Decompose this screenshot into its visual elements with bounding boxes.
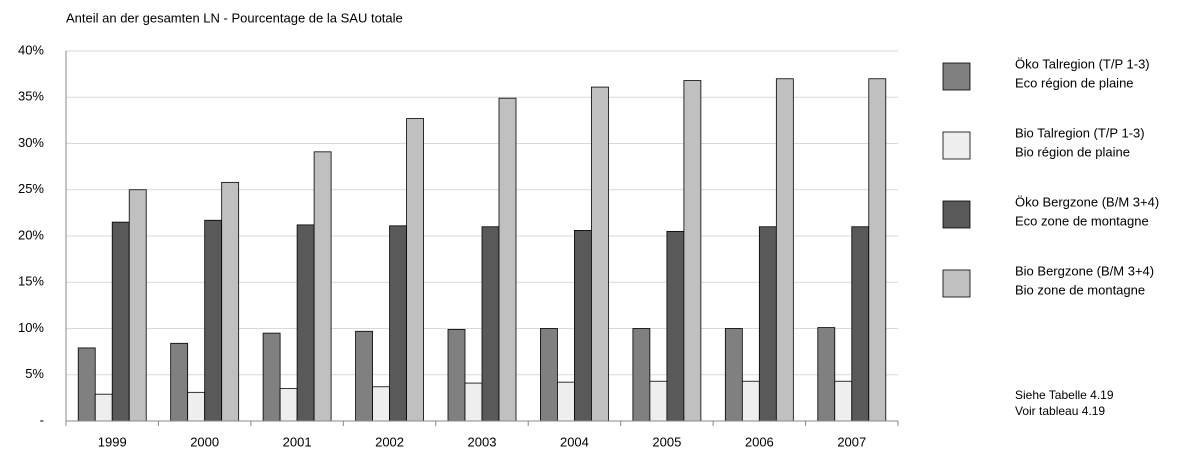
bar	[851, 226, 870, 422]
bar	[111, 221, 130, 422]
bar	[481, 226, 500, 422]
x-tick-label: 2006	[745, 434, 774, 449]
bar	[313, 151, 332, 422]
chart-title: Anteil an der gesamten LN - Pourcentage …	[66, 10, 403, 25]
x-tick-label: 2005	[652, 434, 681, 449]
y-tick-label: 25%	[18, 181, 44, 196]
legend-swatch	[942, 62, 971, 91]
note: Voir tableau 4.19	[1015, 404, 1105, 418]
bar	[649, 380, 668, 422]
y-tick-label: -	[40, 412, 44, 427]
legend-swatch	[942, 131, 971, 160]
bar	[296, 224, 315, 422]
bar	[406, 118, 424, 422]
legend-label: Öko Bergzone (B/M 3+4)	[1015, 194, 1159, 209]
bar	[834, 380, 853, 422]
bar	[77, 347, 96, 422]
legend-label: Bio région de plaine	[1015, 144, 1130, 159]
bar	[817, 327, 836, 422]
y-tick-label: 10%	[18, 320, 44, 335]
bar	[170, 342, 189, 422]
bar	[389, 225, 407, 422]
bar	[94, 393, 113, 422]
bar	[775, 78, 794, 422]
x-tick-label: 2000	[190, 434, 219, 449]
legend-label: Eco région de plaine	[1015, 75, 1134, 90]
bar	[557, 381, 575, 422]
bar	[464, 382, 483, 422]
legend-label: Eco zone de montagne	[1015, 213, 1149, 228]
legend-label: Bio Bergzone (B/M 3+4)	[1015, 263, 1154, 278]
legend-label: Öko Talregion (T/P 1-3)	[1015, 56, 1150, 71]
legend-label: Bio Talregion (T/P 1-3)	[1015, 125, 1145, 140]
x-tick-label: 2003	[468, 434, 497, 449]
bar	[868, 78, 887, 422]
x-tick-label: 1999	[98, 434, 127, 449]
note: Siehe Tabelle 4.19	[1015, 388, 1114, 402]
bar	[574, 230, 592, 422]
x-tick-label: 2004	[560, 434, 589, 449]
bar	[128, 189, 147, 422]
bar	[741, 380, 760, 422]
bar	[498, 97, 517, 422]
bar	[591, 86, 609, 422]
y-tick-label: 20%	[18, 227, 44, 242]
bar	[221, 181, 240, 422]
bar	[355, 330, 373, 422]
bar	[632, 328, 651, 422]
y-tick-label: 40%	[18, 42, 44, 57]
bar	[279, 388, 298, 422]
bar	[204, 219, 223, 422]
bar	[666, 230, 685, 422]
y-tick-label: 30%	[18, 135, 44, 150]
bar	[372, 386, 390, 422]
legend-swatch	[942, 200, 971, 229]
legend-swatch	[942, 269, 971, 298]
bar	[262, 332, 281, 422]
bar	[683, 80, 702, 422]
y-tick-label: 35%	[18, 89, 44, 104]
bar	[447, 329, 466, 422]
bar	[540, 328, 558, 422]
bar	[758, 226, 777, 422]
x-tick-label: 2007	[837, 434, 866, 449]
legend-label: Bio zone de montagne	[1015, 282, 1145, 297]
x-tick-label: 2002	[375, 434, 404, 449]
y-tick-label: 15%	[18, 274, 44, 289]
y-tick-label: 5%	[25, 366, 44, 381]
x-tick-label: 2001	[283, 434, 312, 449]
bar	[724, 328, 743, 422]
bar	[187, 391, 206, 422]
